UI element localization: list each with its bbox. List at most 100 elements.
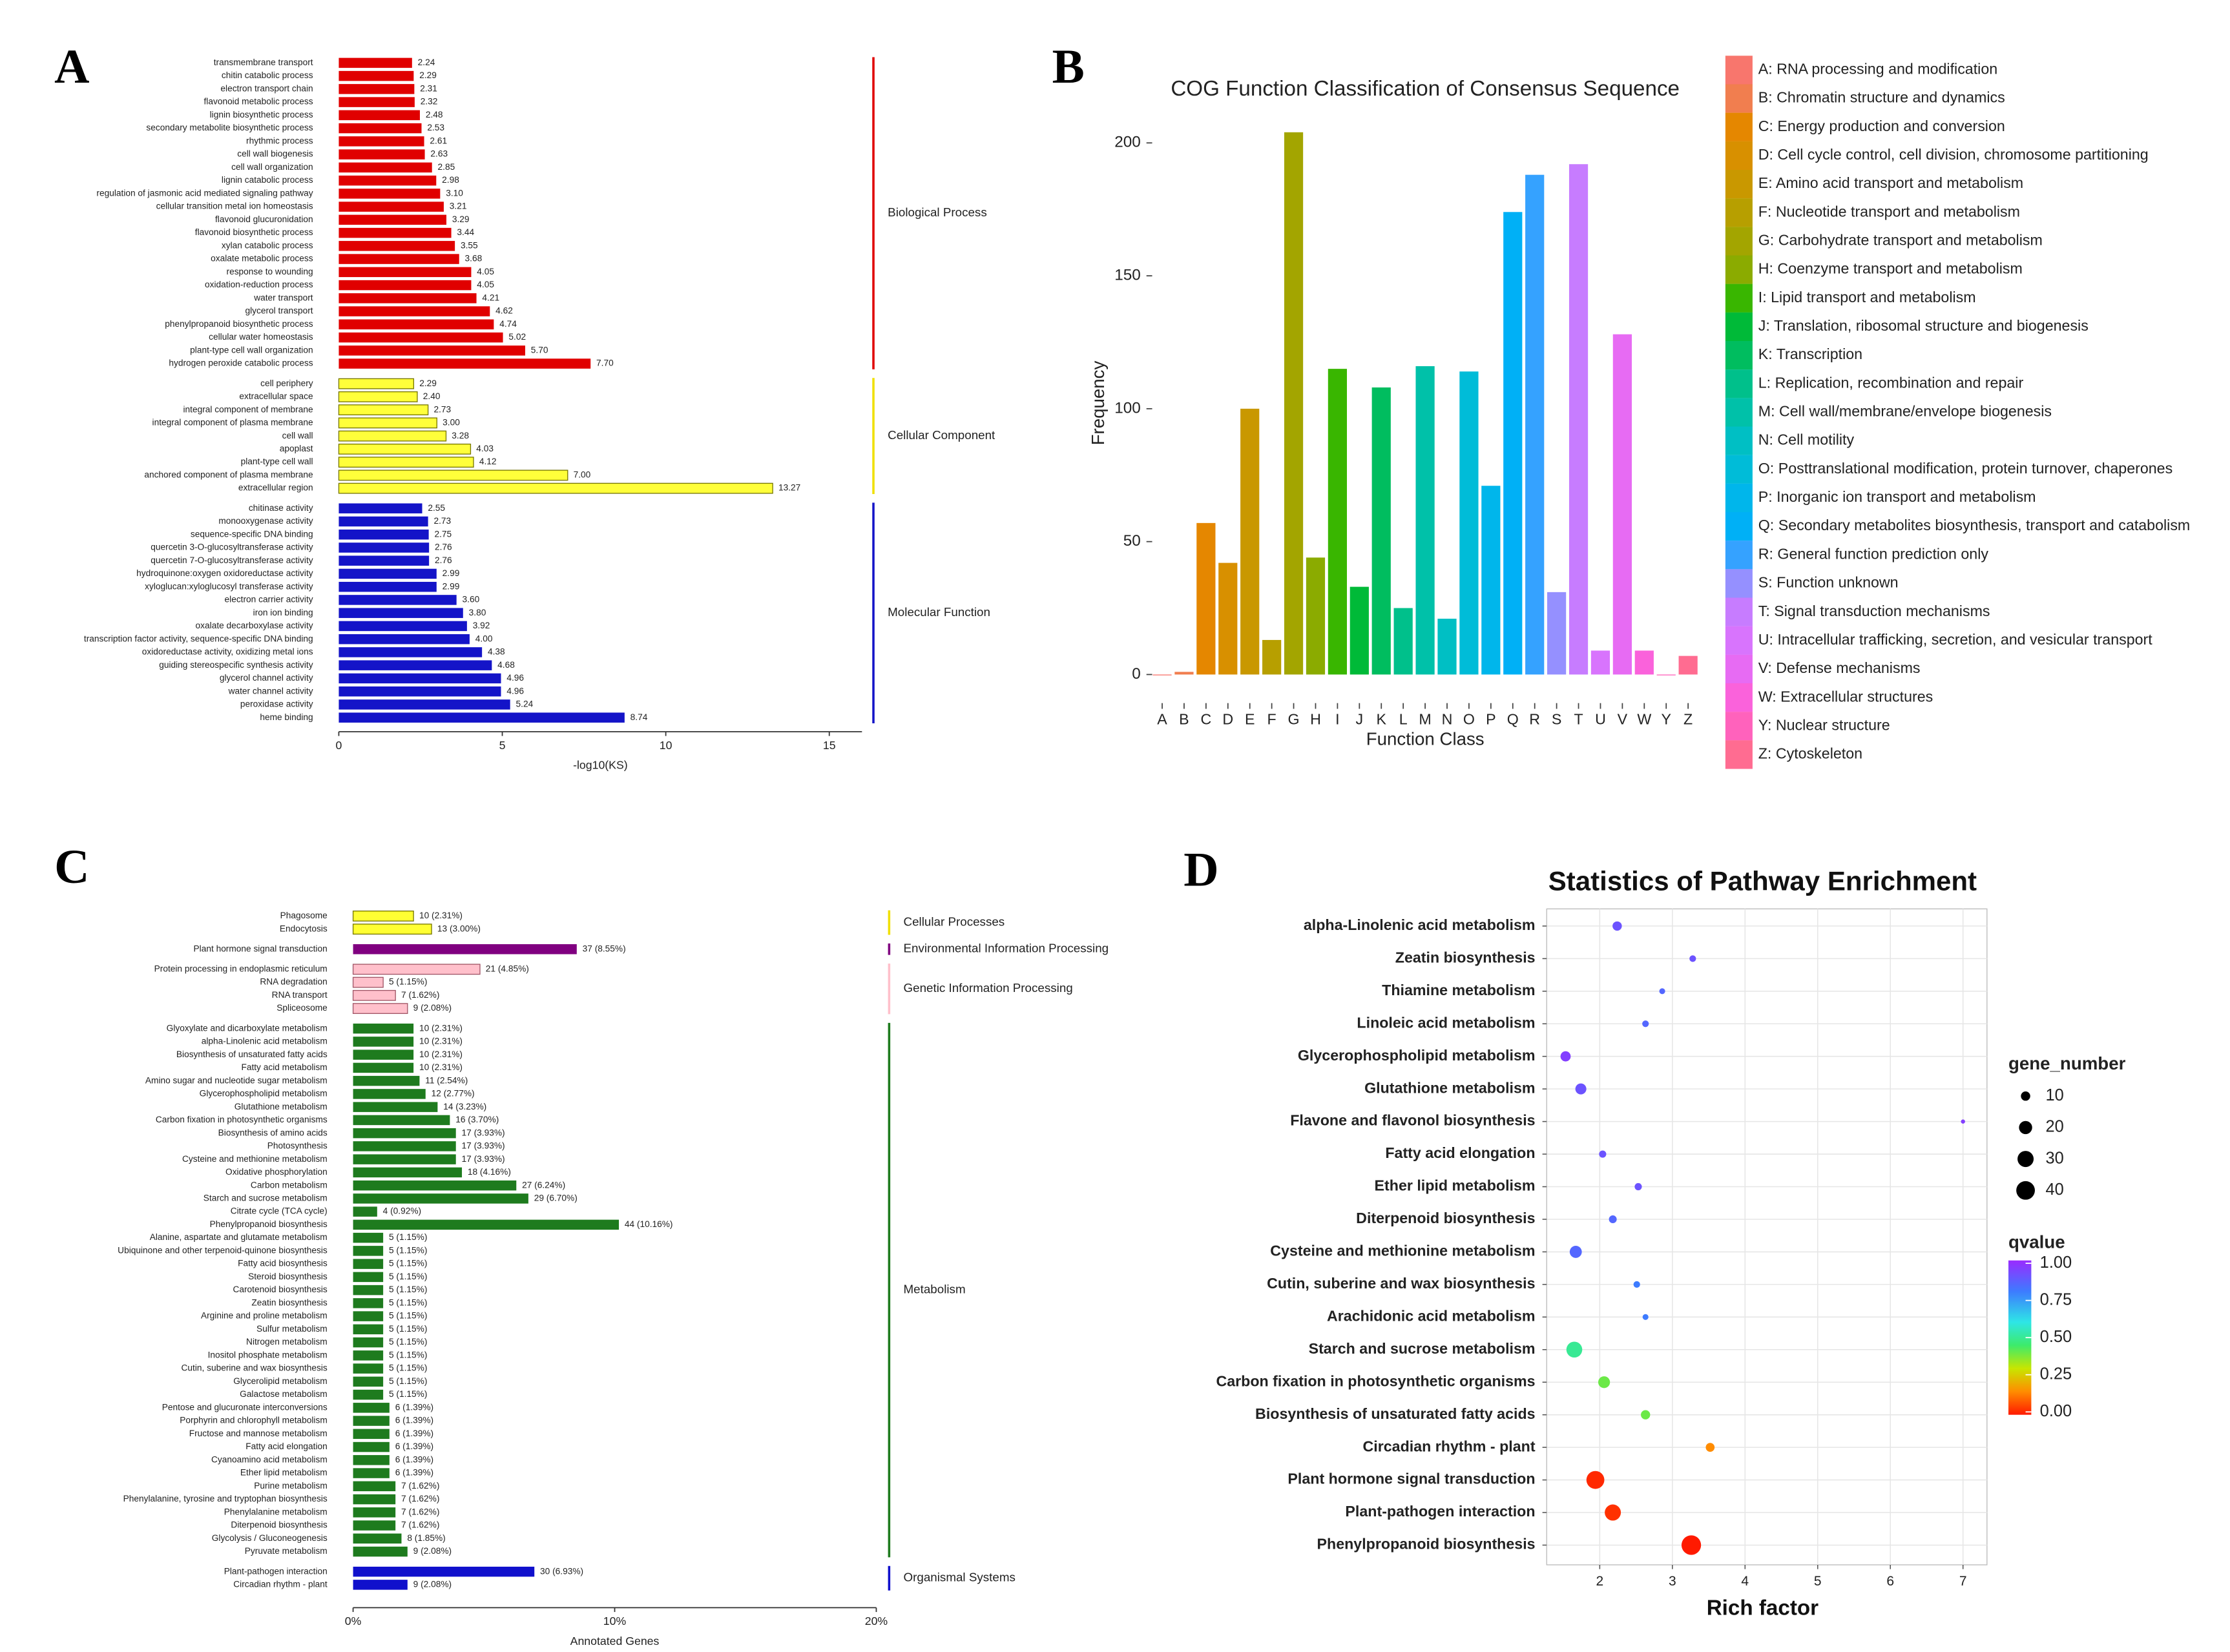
value-label: 2.55 [428,503,445,513]
bubble [1705,1443,1715,1452]
value-label: 11 (2.54%) [425,1075,468,1085]
value-label: 18 (4.16%) [468,1167,511,1177]
value-label: 4.96 [506,686,524,696]
bar [1240,408,1260,675]
y-tick-label: Ether lipid metabolism [1375,1177,1536,1194]
value-label: 17 (3.93%) [462,1141,505,1151]
y-tick-label: Starch and sucrose metabolism [1309,1340,1536,1357]
category-label: Fatty acid metabolism [241,1062,327,1072]
value-label: 10 (2.31%) [419,1062,463,1072]
bar [353,1429,390,1440]
x-tick-label: D [1222,710,1233,727]
category-label: Endocytosis [280,924,328,933]
panel-letter: D [1183,843,1218,897]
category-label: Phagosome [280,911,328,920]
bar [353,1337,384,1348]
bar [338,482,773,494]
bubble [1598,1376,1610,1389]
bar [352,1003,408,1014]
value-label: 3.55 [461,240,478,250]
category-label: glycerol transport [245,306,313,316]
category-label: oxalate metabolic process [211,254,313,263]
colorbar-label: 1.00 [2040,1254,2072,1272]
x-tick-label: A [1157,710,1167,727]
bubble [1566,1341,1583,1358]
x-tick-label: 5 [499,739,506,752]
bar [339,647,483,657]
value-label: 10 (2.31%) [419,1037,463,1046]
category-label: apoplast [280,444,313,453]
category-label: flavonoid metabolic process [204,97,313,107]
legend-label: R: General function prediction only [1758,545,1989,562]
value-label: 14 (3.23%) [443,1102,486,1111]
y-tick-label: Plant-pathogen interaction [1345,1503,1535,1520]
value-label: 5.24 [516,699,534,709]
category-label: Purine metabolism [254,1481,327,1491]
category-label: chitinase activity [249,503,313,513]
bar [339,608,463,618]
value-label: 7 (1.62%) [401,1494,439,1503]
y-tick-label: Fatty acid elongation [1385,1144,1535,1161]
value-label: 9 (2.08%) [413,1003,452,1013]
size-legend-dot [2017,1151,2034,1168]
value-label: 5 (1.15%) [389,1350,427,1359]
category-label: Biosynthesis of unsaturated fatty acids [176,1049,328,1059]
legend-label: O: Posttranslational modification, prote… [1758,460,2173,477]
size-legend-label: 30 [2046,1149,2064,1167]
y-tick-label: Cutin, suberine and wax biosynthesis [1267,1275,1535,1292]
bar [339,581,437,592]
x-tick-label: 10% [603,1615,627,1627]
bar [1590,650,1610,675]
category-label: hydroquinone:oxygen oxidoreductase activ… [136,568,313,578]
category-label: integral component of plasma membrane [152,418,313,428]
legend-swatch [1725,112,1753,141]
legend-swatch [1725,398,1753,427]
value-label: 5 (1.15%) [389,1324,427,1334]
bar [1393,608,1413,675]
bar [353,944,577,955]
bar [353,1580,408,1590]
value-label: 4 (0.92%) [383,1206,421,1216]
category-label: RNA transport [272,990,328,1000]
x-tick-label: 10 [660,739,672,752]
x-tick-label: C [1200,710,1211,727]
legend-swatch [1725,198,1753,227]
value-label: 21 (4.85%) [486,964,529,973]
panel-letter: A [54,40,89,94]
y-tick-label: 200 [1114,134,1141,151]
category-label: xylan catabolic process [222,240,313,250]
category-label: Amino sugar and nucleotide sugar metabol… [145,1075,328,1085]
group-label: Cellular Processes [904,914,1005,928]
bar [339,660,492,670]
value-label: 2.76 [435,555,452,565]
bar [339,84,415,94]
legend-swatch [1725,284,1753,313]
value-label: 8 (1.85%) [407,1533,445,1543]
y-tick-label: 100 [1114,399,1141,417]
bar [353,1115,450,1126]
value-label: 4.00 [475,634,493,643]
bar [353,1167,463,1178]
value-label: 7.70 [596,358,614,368]
value-label: 7 (1.62%) [401,1520,439,1530]
bar [353,1468,390,1478]
value-label: 6 (1.39%) [395,1429,433,1438]
y-tick-label: Biosynthesis of unsaturated fatty acids [1255,1405,1536,1422]
value-label: 5 (1.15%) [389,1311,427,1321]
value-label: 4.74 [499,319,517,329]
y-tick-label: Flavone and flavonol biosynthesis [1290,1112,1535,1129]
value-label: 5 (1.15%) [389,1363,427,1373]
legend-swatch [1725,340,1753,370]
x-tick-label: P [1486,710,1495,727]
category-label: RNA degradation [260,977,327,987]
value-label: 5 (1.15%) [389,977,427,987]
colorbar-label: 0.75 [2040,1290,2072,1308]
bar [339,136,424,147]
category-label: extracellular region [238,483,313,493]
category-label: quercetin 7-O-glucosyltransferase activi… [151,555,313,565]
y-tick-label: Diterpenoid biosynthesis [1356,1210,1535,1226]
category-label: guiding stereospecific synthesis activit… [159,660,313,670]
value-label: 30 (6.93%) [540,1566,583,1576]
category-label: Nitrogen metabolism [246,1337,328,1347]
y-tick-label: Plant hormone signal transduction [1287,1471,1535,1487]
